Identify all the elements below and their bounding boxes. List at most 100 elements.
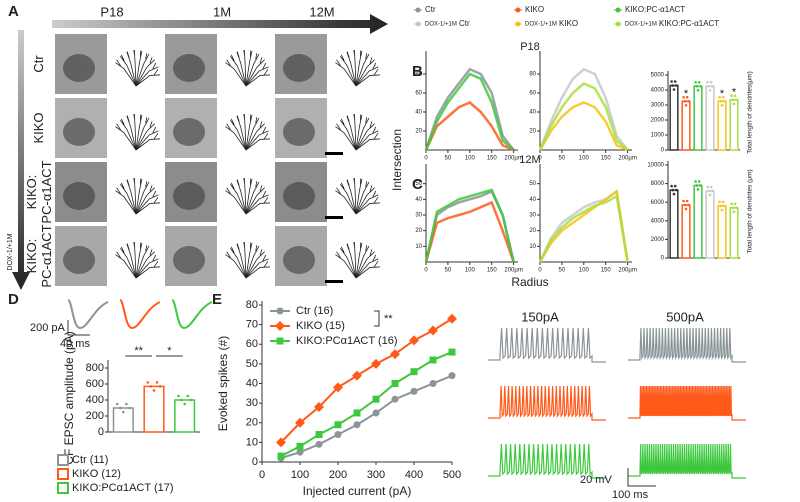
branch [340, 182, 357, 215]
chart-title: P18 [520, 41, 540, 53]
branch [355, 68, 381, 87]
dot [155, 381, 159, 384]
y-tick-label: 80 [415, 72, 422, 78]
dendrite-tracing [335, 177, 381, 215]
scale-bar [67, 320, 90, 336]
dot [719, 99, 723, 103]
y-tick-label: 10 [415, 244, 422, 250]
x-tick-label: 150 [601, 268, 612, 274]
branch [245, 62, 269, 87]
bar [681, 204, 691, 259]
y-tick-label: 20 [246, 417, 258, 429]
branch [245, 50, 253, 87]
branch [245, 185, 265, 215]
branch [135, 126, 159, 151]
legend-label: Ctr [425, 5, 436, 14]
branch [225, 187, 247, 215]
y-tick-label: 600 [86, 378, 104, 390]
branch [133, 177, 137, 215]
dot [730, 94, 733, 98]
y-tick-label: 800 [86, 362, 104, 374]
scale-label: 20 mV [580, 474, 612, 486]
series-line [280, 374, 453, 460]
column-label: P18 [100, 4, 123, 19]
branch [355, 242, 363, 279]
annotation: * [684, 88, 689, 100]
y-tick-label: 10 [246, 436, 258, 448]
row-label-line: PC-α1ACT [39, 160, 54, 223]
legend-label: Ctr (16) [296, 305, 333, 317]
x-axis-label: Injected current (pA) [303, 484, 412, 498]
branch [245, 254, 269, 279]
dot [720, 208, 724, 212]
marker [372, 409, 380, 417]
scale-bar [325, 216, 343, 219]
dot [720, 103, 724, 107]
cell-stain [63, 54, 95, 82]
marker [352, 370, 362, 381]
branch [135, 57, 155, 87]
cell-stain [283, 118, 315, 146]
y-tick-label: 70 [246, 319, 258, 331]
dot [183, 402, 186, 406]
marker [275, 321, 285, 331]
branch [346, 243, 357, 279]
marker [334, 421, 342, 429]
branch [135, 178, 143, 215]
branch [135, 117, 150, 151]
marker [448, 372, 456, 380]
y-tick-label: 40 [415, 110, 422, 116]
series-line [280, 351, 453, 458]
y-tick-label: 4000 [651, 218, 665, 224]
chart-title: 12M [519, 154, 540, 166]
dot [694, 80, 697, 84]
dot [685, 95, 689, 99]
y-tick-label: 40 [415, 197, 422, 203]
dot [695, 184, 699, 187]
dot [684, 103, 688, 107]
branch [135, 190, 159, 215]
dot [146, 381, 150, 384]
y-tick-label: 2000 [651, 118, 665, 124]
x-tick-label: 0 [424, 156, 428, 162]
row-prefix: DOX-1/+1M [7, 233, 14, 270]
branch [135, 121, 155, 151]
marker [276, 437, 286, 448]
marker [353, 421, 361, 429]
branch [236, 115, 247, 151]
dot [118, 406, 122, 410]
legend-prefix: DOX-1/+1M [425, 22, 457, 28]
bar [729, 207, 739, 259]
marker [296, 448, 304, 456]
legend-label: KIKO [525, 5, 544, 14]
branch [355, 254, 379, 279]
cell-stain [63, 182, 95, 210]
branch [120, 118, 137, 151]
marker [429, 356, 437, 364]
branch [115, 123, 137, 151]
bar [669, 189, 679, 259]
branch [353, 113, 357, 151]
legend-label: Ctr (11) [72, 454, 108, 466]
dot [125, 402, 128, 406]
y-tick-label: 4000 [651, 88, 665, 94]
y-tick-label: 80 [246, 299, 258, 311]
dot [696, 188, 700, 191]
legend-swatch [57, 482, 69, 494]
marker [390, 349, 400, 360]
branch [135, 50, 143, 87]
dendrite-tracing [115, 113, 161, 151]
branch [245, 178, 253, 215]
dendrite-tracing [225, 241, 271, 279]
branch [135, 114, 143, 151]
branch [126, 115, 137, 151]
bar [717, 205, 727, 259]
marker [391, 380, 399, 387]
marker [295, 417, 305, 428]
y-tick-label: 30 [415, 213, 422, 219]
branch [355, 196, 381, 215]
series-line [538, 101, 629, 152]
row-arrow [12, 30, 30, 290]
dot [115, 402, 119, 406]
